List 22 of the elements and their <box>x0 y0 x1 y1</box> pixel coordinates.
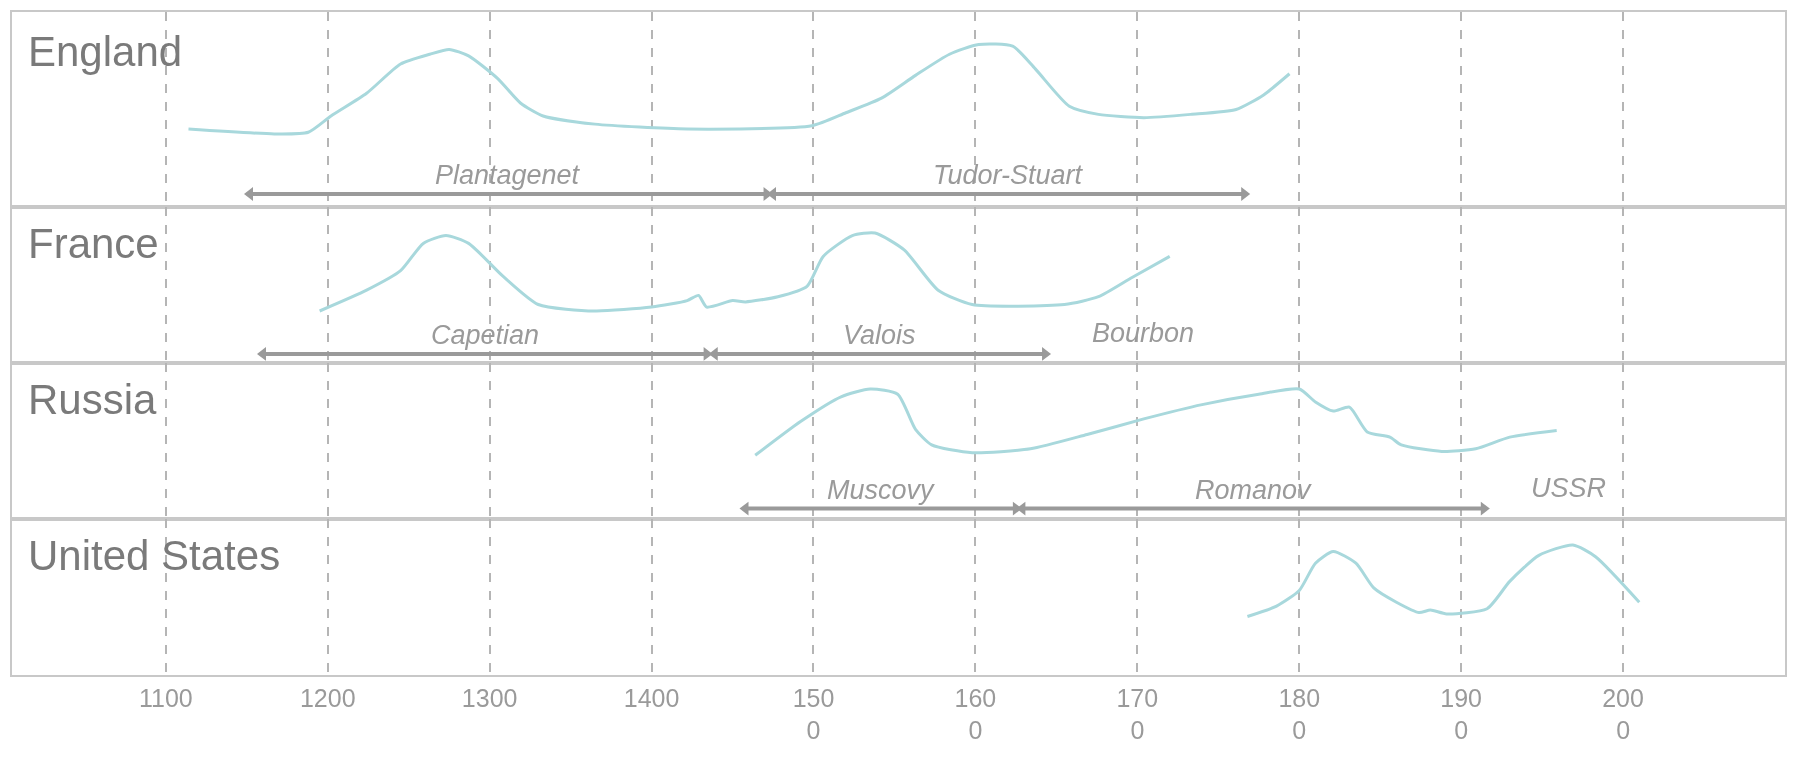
chart-title: United States <box>28 532 281 579</box>
series-label: Tudor-Stuart <box>933 160 1084 190</box>
series-label: Valois <box>843 320 916 350</box>
x-tick-label: 170 0 <box>1116 683 1159 745</box>
x-tick-label: 180 0 <box>1278 683 1321 745</box>
series-label: Plantagenet <box>435 160 581 190</box>
x-tick-label: 1100 <box>138 683 193 712</box>
x-tick-label: 1300 <box>461 683 518 712</box>
chart-title: England <box>28 28 183 75</box>
x-tick-label: 160 0 <box>954 683 997 745</box>
annotation: USSR <box>1531 473 1607 503</box>
x-tick-label: 200 0 <box>1602 683 1644 745</box>
series-label: Capetian <box>431 320 540 350</box>
annotation: Bourbon <box>1092 318 1195 348</box>
x-tick-label: 190 0 <box>1440 683 1483 745</box>
chart-title: Russia <box>28 376 158 423</box>
series-label: Muscovy <box>827 475 936 505</box>
x-tick-label: 150 0 <box>792 683 835 745</box>
x-tick-label: 1200 <box>299 683 356 712</box>
x-tick-label: 1400 <box>623 683 680 712</box>
series-label: Romanov <box>1195 475 1313 505</box>
chart-title: France <box>28 220 159 267</box>
